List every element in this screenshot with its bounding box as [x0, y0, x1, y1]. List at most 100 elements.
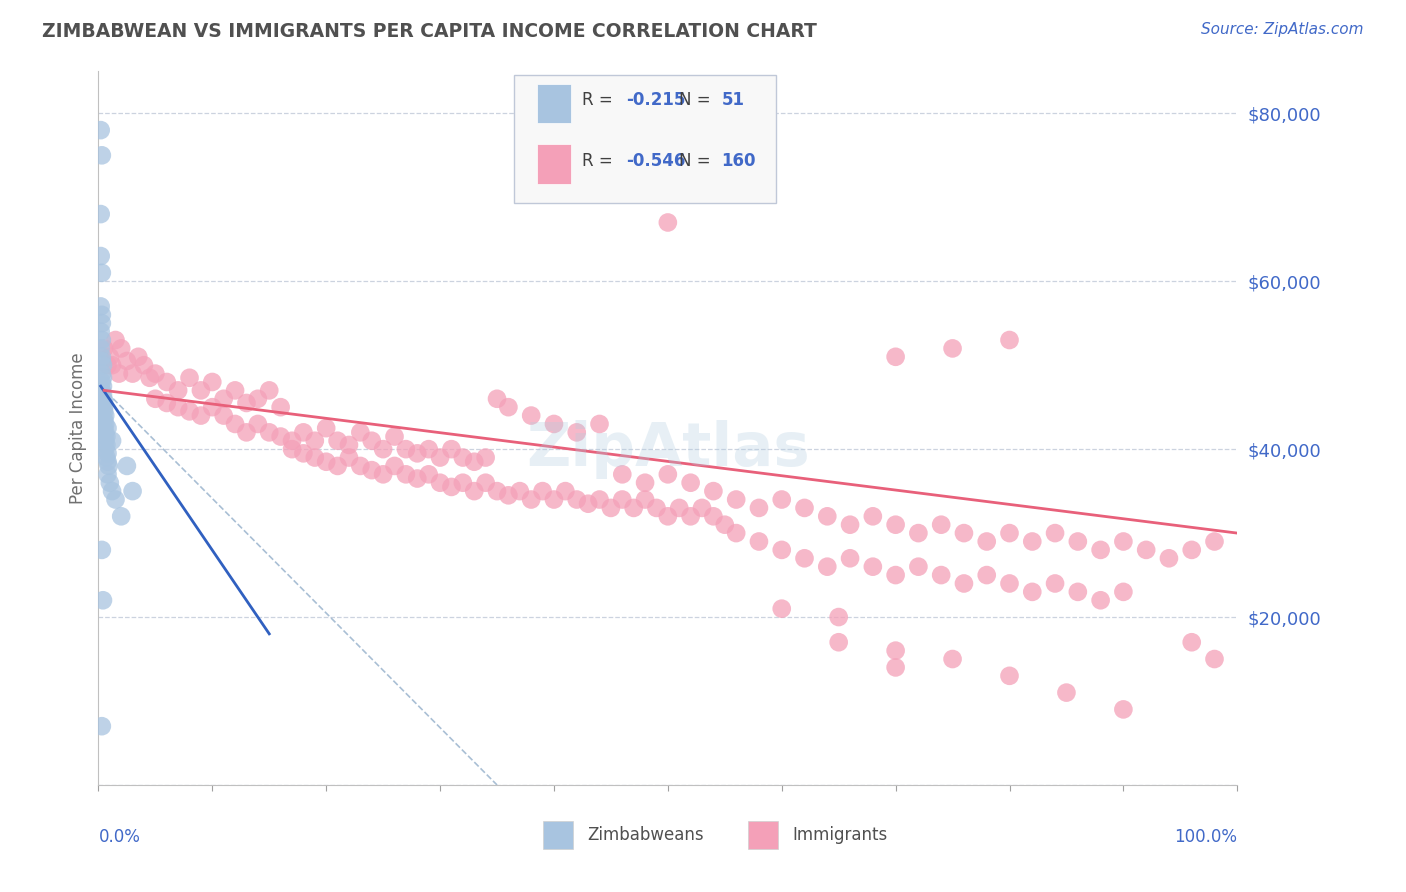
Point	[406, 446, 429, 460]
Point	[270, 429, 292, 443]
Point	[110, 509, 132, 524]
Point	[91, 593, 114, 607]
Point	[543, 417, 565, 431]
Point	[90, 542, 112, 557]
Point	[1204, 534, 1226, 549]
Point	[93, 404, 115, 418]
Point	[94, 434, 117, 448]
Point	[770, 601, 793, 615]
Point	[90, 333, 112, 347]
Text: N =: N =	[679, 91, 716, 109]
Point	[201, 400, 224, 414]
Point	[304, 450, 326, 465]
Point	[246, 392, 269, 406]
Point	[1021, 585, 1043, 599]
FancyBboxPatch shape	[537, 84, 571, 123]
Point	[90, 266, 112, 280]
Point	[349, 458, 371, 473]
Point	[91, 358, 114, 372]
Point	[270, 400, 292, 414]
Point	[657, 467, 679, 482]
Point	[690, 500, 713, 515]
Point	[108, 367, 131, 381]
Point	[748, 500, 770, 515]
Point	[349, 425, 371, 440]
Point	[565, 425, 588, 440]
Point	[668, 500, 690, 515]
Text: 51: 51	[721, 91, 744, 109]
Point	[828, 635, 851, 649]
Point	[96, 467, 118, 482]
Point	[657, 215, 679, 229]
Point	[1090, 542, 1112, 557]
Point	[91, 379, 114, 393]
Point	[145, 367, 167, 381]
Point	[657, 509, 679, 524]
Point	[770, 542, 793, 557]
Point	[156, 396, 179, 410]
Point	[90, 207, 112, 221]
Point	[862, 559, 884, 574]
Point	[90, 384, 112, 398]
Point	[588, 492, 610, 507]
Point	[884, 660, 907, 674]
Point	[90, 308, 112, 322]
Point	[634, 475, 657, 490]
Point	[645, 500, 668, 515]
Point	[104, 492, 127, 507]
Point	[520, 492, 543, 507]
Point	[167, 400, 190, 414]
Point	[91, 392, 114, 406]
Point	[90, 367, 112, 381]
Point	[828, 610, 851, 624]
Point	[93, 400, 115, 414]
Point	[91, 387, 114, 401]
Point	[96, 446, 118, 460]
Point	[998, 576, 1021, 591]
Point	[554, 484, 576, 499]
Point	[371, 467, 394, 482]
Point	[486, 484, 509, 499]
Point	[953, 576, 976, 591]
Point	[212, 392, 235, 406]
Point	[145, 392, 167, 406]
Point	[127, 350, 149, 364]
Point	[862, 509, 884, 524]
Point	[90, 342, 112, 356]
Point	[384, 429, 406, 443]
Point	[1112, 534, 1135, 549]
Point	[259, 425, 281, 440]
Point	[942, 652, 965, 666]
Point	[418, 442, 440, 457]
Point	[101, 434, 124, 448]
Point	[486, 392, 509, 406]
Point	[815, 509, 838, 524]
Point	[953, 526, 976, 541]
Text: 0.0%: 0.0%	[98, 828, 141, 846]
Point	[121, 484, 143, 499]
Text: N =: N =	[679, 152, 716, 169]
Point	[770, 492, 793, 507]
Point	[429, 475, 451, 490]
Point	[371, 442, 394, 457]
Point	[463, 484, 485, 499]
Point	[884, 643, 907, 657]
Y-axis label: Per Capita Income: Per Capita Income	[69, 352, 87, 504]
Point	[90, 249, 112, 263]
Point	[121, 367, 143, 381]
Point	[588, 417, 610, 431]
Point	[90, 354, 112, 368]
Point	[138, 371, 160, 385]
Point	[429, 450, 451, 465]
Point	[976, 568, 998, 582]
Point	[884, 568, 907, 582]
Point	[1181, 635, 1204, 649]
Point	[418, 467, 440, 482]
Point	[259, 384, 281, 398]
Point	[90, 123, 112, 137]
Bar	[748, 821, 779, 849]
FancyBboxPatch shape	[515, 75, 776, 203]
Point	[702, 484, 724, 499]
Point	[1067, 585, 1090, 599]
Point	[1181, 542, 1204, 557]
